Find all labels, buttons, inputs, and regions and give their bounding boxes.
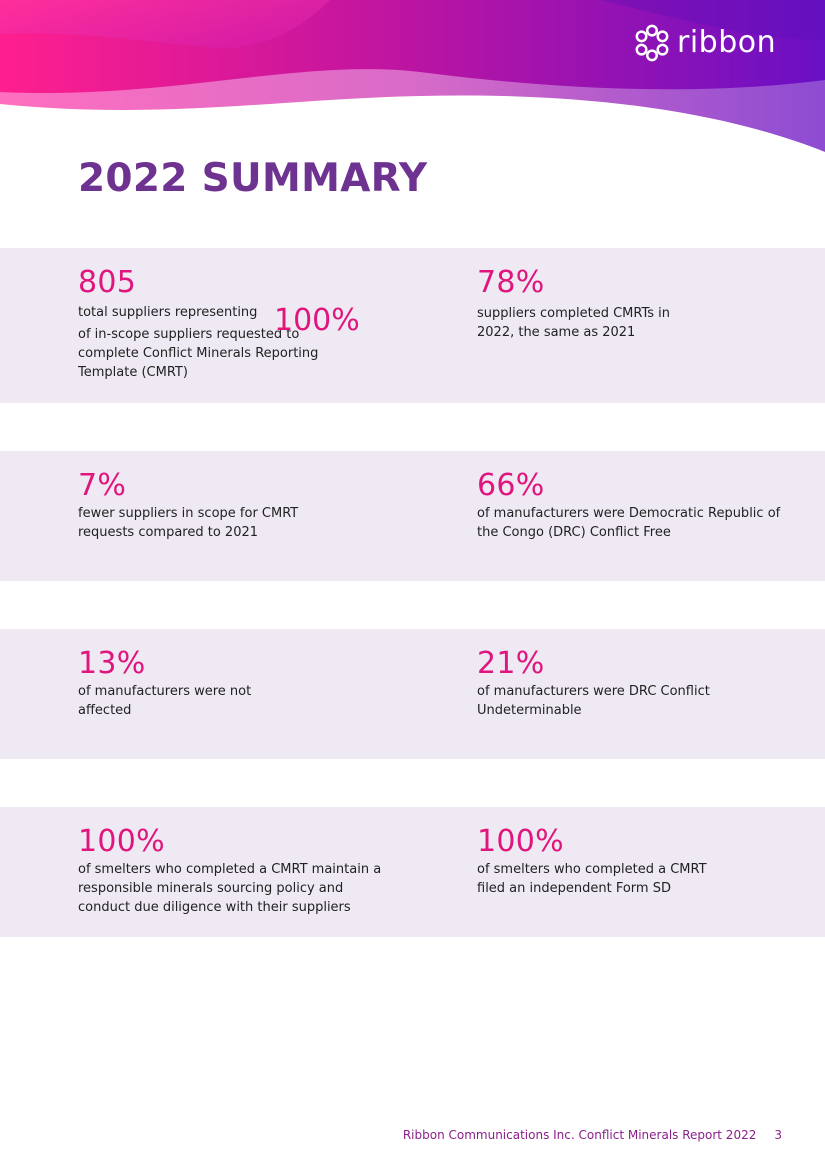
footer-text: Ribbon Communications Inc. Conflict Mine…	[402, 1128, 757, 1142]
stat-value: 66%	[477, 468, 545, 503]
stat-cmrt-completed: 78% suppliers completed CMRTs in 2022, t…	[477, 268, 717, 342]
stat-value: 21%	[477, 646, 545, 681]
summary-band-3: 13% of manufacturers were not affected 2…	[0, 629, 825, 759]
stat-value: 78%	[477, 265, 545, 300]
stat-drc-conflict-free: 66% of manufacturers were Democratic Rep…	[477, 471, 787, 542]
page-footer: Ribbon Communications Inc. Conflict Mine…	[403, 1128, 782, 1142]
stat-value: 13%	[78, 646, 146, 681]
stat-description: of manufacturers were not affected	[78, 684, 252, 718]
logo-text: ribbon	[677, 25, 777, 60]
stat-value: 100%	[477, 824, 564, 859]
page-number: 3	[774, 1128, 782, 1142]
stat-description: of smelters who completed a CMRT filed a…	[477, 862, 707, 896]
stat-description: of manufacturers were DRC Conflict Undet…	[477, 684, 710, 718]
stat-fewer-suppliers: 7% fewer suppliers in scope for CMRT req…	[78, 471, 338, 542]
stat-not-affected: 13% of manufacturers were not affected	[78, 649, 278, 720]
stat-sourcing-policy: 100% of smelters who completed a CMRT ma…	[78, 827, 398, 917]
stat-value: 100%	[78, 824, 165, 859]
brand-logo: ribbon	[633, 24, 776, 62]
stat-drc-undeterminable: 21% of manufacturers were DRC Conflict U…	[477, 649, 737, 720]
ribbon-logo-icon	[635, 24, 669, 62]
summary-band-4: 100% of smelters who completed a CMRT ma…	[0, 807, 825, 937]
stat-description: fewer suppliers in scope for CMRT reques…	[78, 506, 299, 540]
stat-form-sd: 100% of smelters who completed a CMRT fi…	[477, 827, 737, 898]
stat-value: 7%	[78, 468, 127, 503]
summary-band-2: 7% fewer suppliers in scope for CMRT req…	[0, 451, 825, 581]
header-wave-banner	[0, 0, 825, 152]
summary-band-1: 805 total suppliers representing 100% of…	[0, 248, 825, 403]
stat-value: 805	[78, 265, 137, 300]
stat-description: of manufacturers were Democratic Republi…	[477, 506, 781, 540]
page-title: 2022 SUMMARY	[78, 156, 428, 201]
stat-lead-text: total suppliers representing	[78, 305, 258, 320]
stat-inline-value: 100%	[274, 303, 360, 338]
stat-suppliers-total: 805 total suppliers representing 100% of…	[78, 268, 398, 382]
stat-description: of smelters who completed a CMRT maintai…	[78, 862, 382, 915]
stat-description: of in-scope suppliers requested to compl…	[78, 327, 319, 380]
stat-description: suppliers completed CMRTs in 2022, the s…	[477, 306, 671, 340]
